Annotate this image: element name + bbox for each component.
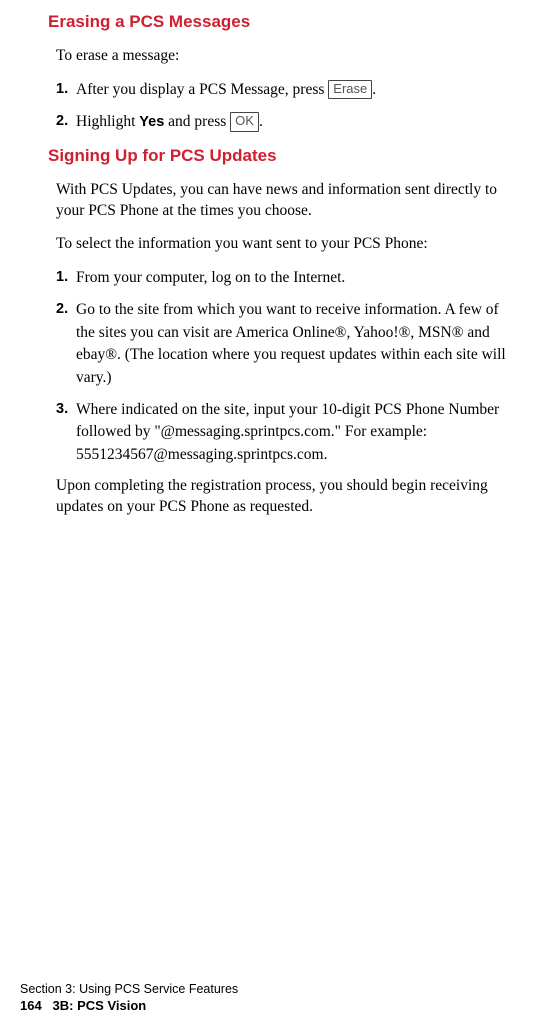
keycap-erase: Erase [328, 80, 372, 99]
heading-erase: Erasing a PCS Messages [48, 12, 520, 32]
step-text: Where indicated on the site, input your … [76, 401, 499, 463]
erase-steps: 1. After you display a PCS Message, pres… [56, 79, 520, 134]
list-item: 3. Where indicated on the site, input yo… [56, 399, 520, 466]
step-text: . [372, 81, 376, 98]
heading-signup: Signing Up for PCS Updates [48, 146, 520, 166]
step-text: Highlight [76, 113, 139, 130]
step-text: From your computer, log on to the Intern… [76, 269, 345, 286]
step-number: 2. [56, 299, 68, 320]
keycap-ok: OK [230, 112, 259, 131]
step-text: After you display a PCS Message, press [76, 81, 328, 98]
bold-yes: Yes [139, 114, 164, 130]
step-text: and press [164, 113, 230, 130]
list-item: 2. Highlight Yes and press OK. [56, 111, 520, 133]
page-number: 164 [20, 998, 42, 1013]
signup-para1: With PCS Updates, you can have news and … [56, 180, 520, 222]
footer-section: Section 3: Using PCS Service Features [20, 981, 238, 998]
signup-closing: Upon completing the registration process… [56, 476, 520, 518]
footer-subsection: 3B: PCS Vision [53, 998, 147, 1013]
erase-intro: To erase a message: [56, 46, 520, 67]
step-number: 1. [56, 267, 68, 288]
signup-steps: 1. From your computer, log on to the Int… [56, 267, 520, 467]
step-number: 3. [56, 399, 68, 420]
list-item: 2. Go to the site from which you want to… [56, 299, 520, 389]
signup-para2: To select the information you want sent … [56, 234, 520, 255]
footer-chapter: 164 3B: PCS Vision [20, 997, 238, 1015]
step-text: . [259, 113, 263, 130]
list-item: 1. After you display a PCS Message, pres… [56, 79, 520, 101]
list-item: 1. From your computer, log on to the Int… [56, 267, 520, 289]
page-footer: Section 3: Using PCS Service Features 16… [20, 981, 238, 1015]
step-text: Go to the site from which you want to re… [76, 301, 506, 385]
step-number: 1. [56, 79, 68, 100]
step-number: 2. [56, 111, 68, 132]
